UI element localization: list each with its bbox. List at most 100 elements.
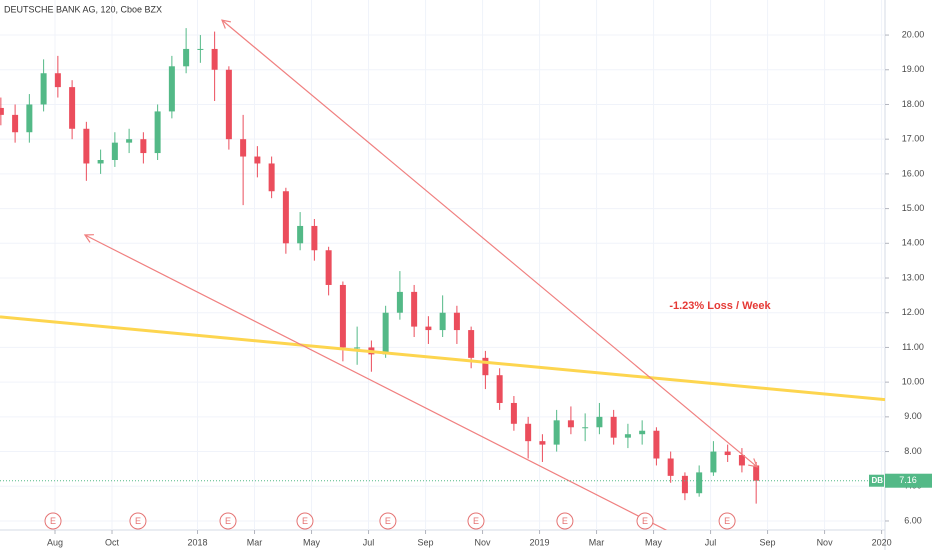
candle-body bbox=[311, 225, 318, 251]
y-tick-label: 19.00 bbox=[902, 64, 925, 74]
earnings-label: E bbox=[724, 516, 730, 526]
y-tick-label: 12.00 bbox=[902, 307, 925, 317]
candle-body bbox=[468, 330, 475, 358]
earnings-label: E bbox=[642, 516, 648, 526]
x-tick-label: Jul bbox=[705, 537, 717, 547]
earnings-marker bbox=[718, 512, 736, 530]
last-price-symbol: DB bbox=[871, 476, 883, 485]
earnings-label: E bbox=[135, 516, 141, 526]
candle-body bbox=[126, 139, 133, 143]
candle-body bbox=[183, 48, 190, 67]
earnings-label: E bbox=[302, 516, 308, 526]
candle-body bbox=[325, 250, 332, 285]
x-tick-label: Oct bbox=[105, 537, 120, 547]
trend-line bbox=[0, 315, 885, 402]
candle-body bbox=[425, 326, 432, 331]
candle-body bbox=[83, 128, 90, 164]
candle-body bbox=[482, 357, 489, 376]
y-tick-label: 15.00 bbox=[902, 203, 925, 213]
candle-body bbox=[168, 66, 175, 112]
y-tick-label: 11.00 bbox=[902, 342, 924, 352]
candle-body bbox=[40, 73, 47, 105]
candle-body bbox=[339, 284, 346, 348]
candle-body bbox=[211, 48, 218, 70]
grid bbox=[0, 0, 885, 530]
y-tick-label: 16.00 bbox=[902, 168, 925, 178]
candle-body bbox=[453, 312, 460, 331]
x-tick-label: Mar bbox=[589, 537, 605, 547]
candle-body bbox=[710, 451, 717, 473]
candle-body bbox=[97, 160, 104, 164]
annotation: -1.23% Loss / Week bbox=[669, 300, 771, 312]
y-tick-label: 18.00 bbox=[902, 99, 925, 109]
earnings-label: E bbox=[562, 516, 568, 526]
candle-body bbox=[197, 48, 204, 50]
candle-body bbox=[282, 191, 289, 244]
earnings-label: E bbox=[50, 516, 56, 526]
candle-body bbox=[54, 73, 61, 88]
candle-body bbox=[225, 69, 232, 140]
x-tick-label: Mar bbox=[247, 537, 263, 547]
candle-body bbox=[496, 375, 503, 403]
earnings-marker bbox=[129, 512, 147, 530]
candle-body bbox=[596, 416, 603, 428]
x-tick-label: Sep bbox=[760, 537, 776, 547]
arrow-head bbox=[83, 234, 94, 243]
y-tick-label: 17.00 bbox=[902, 134, 925, 144]
candle-body bbox=[724, 451, 731, 456]
earnings-label: E bbox=[385, 516, 391, 526]
candle-body bbox=[553, 420, 560, 445]
earnings-label: E bbox=[473, 516, 479, 526]
candle-body bbox=[624, 434, 631, 438]
earnings-marker bbox=[296, 512, 314, 530]
y-tick-label: 10.00 bbox=[902, 377, 925, 387]
candle-body bbox=[111, 142, 118, 161]
earnings-label: E bbox=[225, 516, 231, 526]
earnings-marker bbox=[556, 512, 574, 530]
candle-body bbox=[439, 312, 446, 331]
arrow-head bbox=[221, 19, 231, 29]
earnings-marker bbox=[467, 512, 485, 530]
candle-body bbox=[12, 114, 19, 133]
x-tick-label: Aug bbox=[47, 537, 63, 547]
last-price-label: 7.16 bbox=[899, 475, 917, 485]
x-tick-label: May bbox=[645, 537, 663, 547]
x-tick-label: Nov bbox=[475, 537, 492, 547]
x-tick-label: 2018 bbox=[188, 537, 208, 547]
earnings-marker bbox=[219, 512, 237, 530]
candle-body bbox=[411, 291, 418, 327]
x-tick-label: Nov bbox=[817, 537, 834, 547]
x-tick-label: 2020 bbox=[872, 537, 892, 547]
y-tick-label: 6.00 bbox=[904, 515, 922, 525]
y-tick-label: 14.00 bbox=[902, 238, 925, 248]
candle-body bbox=[681, 475, 688, 494]
y-tick-label: 13.00 bbox=[902, 272, 925, 282]
axes: 6.007.008.009.0010.0011.0012.0013.0014.0… bbox=[47, 29, 932, 547]
candle-body bbox=[297, 225, 304, 244]
candle-body bbox=[610, 416, 617, 438]
candle-body bbox=[539, 441, 546, 445]
candle-body bbox=[753, 465, 760, 481]
candle-body bbox=[667, 458, 674, 476]
y-tick-label: 8.00 bbox=[904, 446, 922, 456]
arrow-head bbox=[748, 458, 758, 468]
y-tick-label: 9.00 bbox=[904, 411, 922, 421]
candle-body bbox=[396, 291, 403, 313]
candle-body bbox=[254, 156, 261, 164]
candle-body bbox=[653, 430, 660, 459]
last-price-symbol-bg bbox=[869, 474, 884, 487]
candle-body bbox=[354, 347, 361, 349]
candle-body bbox=[69, 87, 76, 129]
plot-area: -1.23% Loss / Week E E E E E E E E E bbox=[0, 19, 885, 530]
candle-body bbox=[510, 402, 517, 424]
candle-body bbox=[240, 139, 247, 157]
last-price-badge bbox=[885, 473, 932, 488]
candle-body bbox=[567, 420, 574, 428]
earnings-marker bbox=[636, 512, 654, 530]
trend-line bbox=[221, 19, 758, 468]
chart-title: DEUTSCHE BANK AG, 120, Cboe BZX bbox=[4, 4, 162, 14]
candle-body bbox=[268, 163, 275, 192]
candle-body bbox=[0, 107, 4, 115]
